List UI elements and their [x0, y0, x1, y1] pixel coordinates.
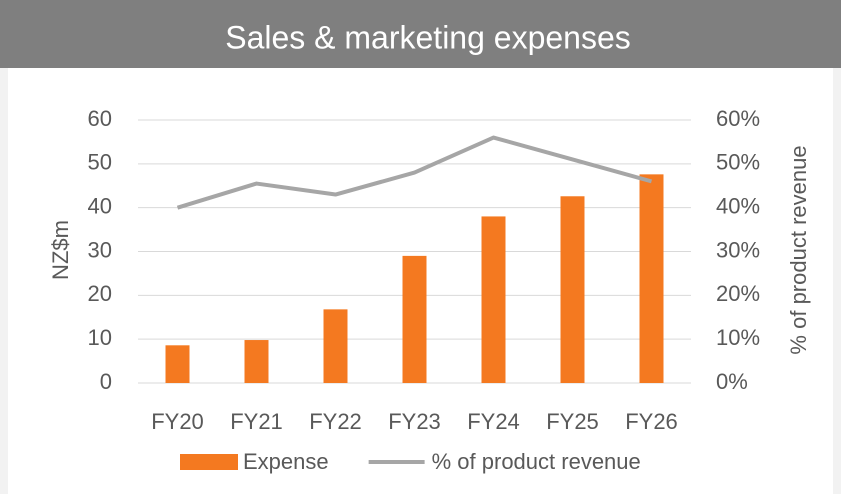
- y2-tick-label: 10%: [716, 325, 760, 350]
- y2-tick-label: 20%: [716, 281, 760, 306]
- y-tick-label: 10: [88, 325, 112, 350]
- bar: [639, 174, 664, 383]
- legend-label: % of product revenue: [432, 449, 641, 474]
- y-tick-label: 0: [100, 369, 112, 394]
- legend-swatch: [180, 454, 238, 470]
- y-tick-label: 40: [88, 193, 112, 218]
- legend-label: Expense: [243, 449, 329, 474]
- x-tick-label: FY21: [230, 409, 283, 434]
- y2-tick-label: 30%: [716, 237, 760, 262]
- bar: [402, 255, 427, 383]
- y-tick-label: 60: [88, 106, 112, 131]
- x-tick-label: FY22: [309, 409, 362, 434]
- chart-title: Sales & marketing expenses: [225, 19, 631, 55]
- y2-tick-label: 50%: [716, 150, 760, 175]
- bar: [244, 340, 269, 383]
- x-tick-label: FY26: [625, 409, 678, 434]
- y2-axis-label: % of product revenue: [786, 145, 811, 354]
- header: [0, 0, 841, 68]
- y-axis-label: NZ$m: [48, 220, 73, 280]
- y-tick-label: 50: [88, 150, 112, 175]
- bar: [165, 345, 190, 383]
- line: [176, 135, 653, 210]
- y2-tick-label: 60%: [716, 106, 760, 131]
- x-tick-label: FY20: [151, 409, 204, 434]
- bar: [323, 309, 348, 383]
- x-tick-label: FY23: [388, 409, 441, 434]
- y-tick-label: 30: [88, 237, 112, 262]
- y2-tick-label: 40%: [716, 193, 760, 218]
- bar: [481, 216, 506, 383]
- x-tick-label: FY24: [467, 409, 520, 434]
- y2-tick-label: 0%: [716, 369, 748, 394]
- bar: [560, 196, 585, 383]
- x-tick-label: FY25: [546, 409, 599, 434]
- y-tick-label: 20: [88, 281, 112, 306]
